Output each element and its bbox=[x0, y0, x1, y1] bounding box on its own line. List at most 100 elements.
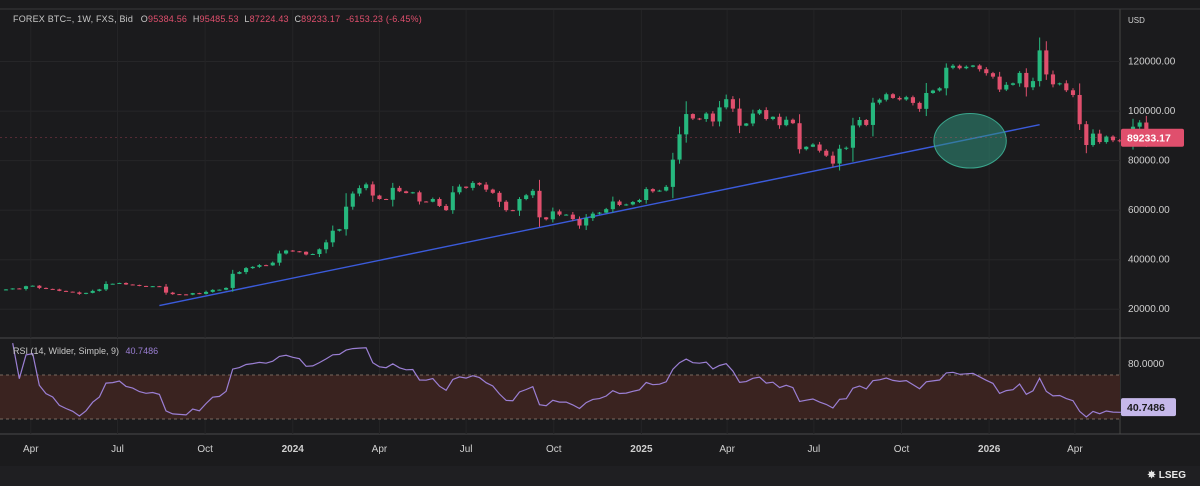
candle-body bbox=[824, 150, 829, 156]
highlight-ellipse bbox=[933, 113, 1007, 169]
price-tick-label: 40000.00 bbox=[1128, 255, 1170, 266]
candle-body bbox=[1057, 83, 1062, 85]
candle-body bbox=[30, 285, 35, 287]
candle-body bbox=[904, 97, 909, 100]
candle-body bbox=[997, 76, 1002, 90]
brand-mark-icon: ✸ bbox=[1147, 470, 1156, 481]
candle-body bbox=[710, 113, 715, 122]
candle-body bbox=[1050, 74, 1056, 85]
candle-body bbox=[590, 213, 595, 219]
time-tick-label: Oct bbox=[197, 444, 213, 455]
candle-body bbox=[837, 148, 842, 164]
candle-body bbox=[437, 199, 442, 206]
candle-body bbox=[70, 291, 75, 293]
candle-body bbox=[890, 94, 896, 98]
time-tick-label: Apr bbox=[719, 444, 735, 455]
candle-body bbox=[150, 286, 155, 288]
candle-body bbox=[810, 144, 815, 147]
candle-body bbox=[770, 116, 775, 120]
candle-body bbox=[384, 199, 389, 201]
candle-body bbox=[444, 205, 449, 211]
candle-body bbox=[937, 88, 942, 91]
candle-body bbox=[190, 293, 195, 295]
candle-body bbox=[610, 201, 615, 210]
candle-body bbox=[424, 201, 429, 203]
candle-body bbox=[250, 266, 255, 269]
currency-unit[interactable]: USD bbox=[1128, 16, 1145, 25]
brand-logo: ✸ LSEG bbox=[1147, 470, 1186, 481]
ohlc-change: -6153.23 (-6.45%) bbox=[345, 14, 422, 24]
rsi-band bbox=[0, 375, 1120, 419]
candle-body bbox=[857, 119, 862, 126]
candle-body bbox=[744, 123, 749, 126]
candle-body bbox=[730, 99, 735, 109]
candle-body bbox=[1017, 72, 1022, 84]
candle-body bbox=[350, 193, 355, 207]
candle-body bbox=[130, 284, 135, 286]
candle-body bbox=[103, 283, 109, 290]
candle-body bbox=[817, 144, 822, 151]
candle-body bbox=[877, 99, 882, 103]
candle-body bbox=[1077, 94, 1082, 125]
rsi-value-badge bbox=[1121, 398, 1176, 417]
candle-body bbox=[370, 184, 375, 196]
candle-body bbox=[1117, 140, 1122, 142]
candle-body bbox=[550, 211, 555, 220]
candle-body bbox=[244, 268, 249, 273]
ohlc-close: 89233.17 bbox=[301, 14, 341, 24]
candle-body bbox=[917, 102, 922, 109]
candle-body bbox=[457, 186, 462, 193]
candle-body bbox=[804, 146, 809, 150]
ohlc-high-label: H bbox=[192, 14, 200, 24]
candle-body bbox=[17, 288, 22, 290]
candle-body bbox=[957, 65, 962, 69]
candle-body bbox=[724, 99, 729, 108]
candle-body bbox=[1044, 50, 1049, 75]
candle-body bbox=[123, 282, 129, 285]
rsi-indicator-label: RSI (14, Wilder, Simple, 9) bbox=[13, 346, 120, 356]
candle-body bbox=[230, 273, 235, 288]
ohlc-open: 95384.56 bbox=[147, 14, 188, 24]
candle-body bbox=[530, 190, 535, 196]
candle-body bbox=[464, 186, 469, 188]
candle-body bbox=[110, 283, 115, 285]
trend-line bbox=[159, 124, 1040, 307]
candle-body bbox=[690, 114, 695, 119]
candle-body bbox=[924, 92, 929, 109]
symbol-header: FOREX BTC=, 1W, FXS, Bid O95384.56 H9548… bbox=[13, 14, 422, 24]
candle-body bbox=[617, 201, 622, 205]
candle-body bbox=[870, 102, 875, 125]
candle-body bbox=[237, 272, 242, 274]
price-tick-label: 120000.00 bbox=[1128, 57, 1176, 68]
candle-body bbox=[203, 291, 209, 294]
candle-body bbox=[544, 217, 549, 220]
candle-body bbox=[143, 285, 149, 287]
candle-body bbox=[604, 209, 609, 213]
candle-body bbox=[704, 113, 709, 120]
candle-body bbox=[1064, 83, 1069, 91]
candle-body bbox=[97, 289, 102, 291]
candle-body bbox=[337, 229, 342, 231]
price-tick-label: 60000.00 bbox=[1128, 205, 1170, 216]
candle-body bbox=[664, 186, 669, 191]
candle-body bbox=[290, 250, 295, 252]
candle-body bbox=[910, 97, 916, 103]
candle-body bbox=[564, 214, 569, 216]
time-tick-label: Oct bbox=[894, 444, 910, 455]
time-tick-label: Apr bbox=[23, 444, 39, 455]
candle-body bbox=[977, 65, 982, 70]
candle-body bbox=[784, 119, 789, 126]
candle-body bbox=[484, 184, 489, 190]
candle-body bbox=[417, 192, 422, 202]
candle-body bbox=[1010, 83, 1016, 85]
candle-body bbox=[177, 294, 182, 296]
candle-body bbox=[324, 242, 329, 250]
candle-body bbox=[970, 65, 976, 67]
candle-body bbox=[777, 116, 782, 126]
candle-body bbox=[477, 182, 482, 185]
candle-body bbox=[1090, 133, 1096, 146]
candle-body bbox=[597, 212, 602, 214]
candle-body bbox=[577, 219, 582, 226]
